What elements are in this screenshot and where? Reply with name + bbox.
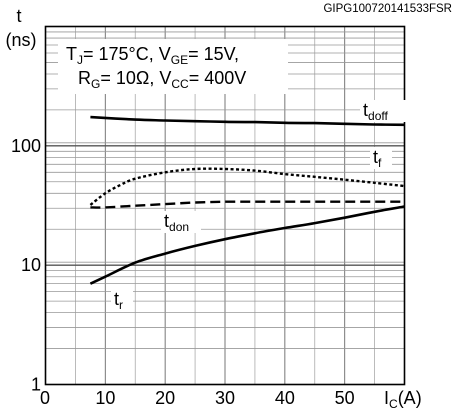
conditions-box: [58, 39, 288, 94]
x-axis-unit: IC(A): [384, 388, 422, 411]
conditions-text: = 15V,: [188, 44, 239, 64]
series-label-bg: [161, 211, 201, 233]
y-tick-labels: 1 10 100: [11, 136, 41, 395]
conditions-text: = 175°C, V: [83, 44, 171, 64]
x-tick-label: 0: [40, 388, 50, 408]
y-axis-unit: (ns): [6, 30, 37, 50]
y-axis-unit-letter: t: [16, 6, 21, 26]
reference-id: GIPG100720141533FSR: [323, 3, 452, 15]
series-label-r: tr: [114, 289, 123, 312]
series-label-bg: [360, 100, 412, 122]
x-tick-label: 20: [155, 388, 175, 408]
series-label-bg: [111, 289, 133, 311]
series-labels: tdoff tf tdon tr: [111, 100, 412, 312]
conditions-text: = 10Ω, V: [100, 68, 171, 88]
conditions-text: T: [66, 44, 77, 64]
x-tick-label: 50: [335, 388, 355, 408]
x-tick-label: 10: [95, 388, 115, 408]
series-label-don: tdon: [164, 211, 189, 234]
conditions-text: J: [77, 53, 83, 67]
y-tick-label: 1: [31, 375, 41, 395]
conditions-text: = 400V: [189, 68, 247, 88]
x-tick-labels: 0 10 20 30 40 50: [40, 388, 355, 408]
conditions-text: R: [78, 68, 91, 88]
series-curves: [89, 115, 405, 285]
series-label-doff: tdoff: [363, 100, 388, 123]
x-tick-label: 30: [215, 388, 235, 408]
plot-frame: [44, 25, 406, 386]
series-line-f: [89, 167, 405, 206]
conditions-text: GE: [171, 53, 188, 67]
conditions-line-1: TJ= 175°C, VGE= 15V,: [66, 44, 239, 67]
conditions-line-2: RG= 10Ω, VCC= 400V: [78, 68, 246, 91]
series-line-r: [89, 205, 405, 285]
y-tick-label: 10: [21, 255, 41, 275]
series-line-doff: [90, 115, 405, 127]
conditions-text: G: [91, 77, 100, 91]
y-tick-label: 100: [11, 136, 41, 156]
conditions-text: CC: [171, 77, 189, 91]
series-label-bg: [370, 147, 392, 169]
series-label-f: tf: [373, 147, 382, 170]
x-tick-label: 40: [275, 388, 295, 408]
series-line-don: [90, 200, 405, 209]
